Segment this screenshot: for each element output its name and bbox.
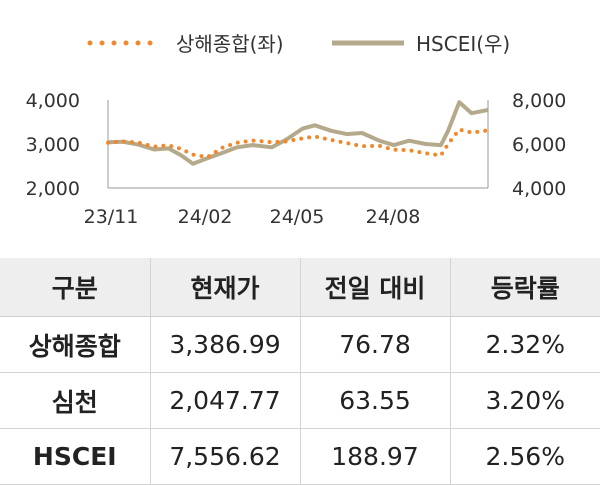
- left-tick-label: 3,000: [26, 134, 80, 156]
- series-layer: [106, 100, 490, 166]
- table-header-row: 구분 현재가 전일 대비 등락률: [0, 258, 600, 317]
- right-tick-label: 4,000: [512, 178, 566, 200]
- series-line-shanghai: [106, 127, 490, 160]
- row-name: 심천: [0, 372, 150, 429]
- x-tick-label: 24/08: [366, 206, 421, 228]
- row-name: HSCEI: [0, 428, 150, 485]
- row-price: 7,556.62: [149, 428, 300, 485]
- index-table: 구분 현재가 전일 대비 등락률 상해종합 3,386.99 76.78 2.3…: [0, 258, 600, 485]
- header-category: 구분: [0, 258, 150, 317]
- x-axis-ticks: 23/11 24/02 24/05 24/08: [84, 206, 421, 228]
- row-change: 63.55: [299, 372, 450, 429]
- row-rate: 2.56%: [449, 428, 600, 485]
- table-row: 상해종합 3,386.99 76.78 2.32%: [0, 316, 600, 373]
- left-axis-ticks: 4,000 3,000 2,000: [26, 90, 80, 200]
- table-row: 심천 2,047.77 63.55 3.20%: [0, 372, 600, 429]
- header-change: 전일 대비: [299, 258, 450, 317]
- left-tick-label: 4,000: [26, 90, 80, 112]
- x-tick-label: 24/02: [178, 206, 233, 228]
- header-price: 현재가: [149, 258, 300, 317]
- index-line-chart: 상해종합(좌) HSCEI(우) 4,000 3,000 2,000 8,000…: [26, 32, 567, 228]
- table-row: HSCEI 7,556.62 188.97 2.56%: [0, 428, 600, 485]
- x-tick-label: 24/05: [270, 206, 325, 228]
- right-axis-ticks: 8,000 6,000 4,000: [512, 90, 566, 200]
- legend-label-shanghai: 상해종합(좌): [176, 32, 284, 56]
- legend: 상해종합(좌) HSCEI(우): [87, 32, 510, 56]
- row-price: 2,047.77: [149, 372, 300, 429]
- row-rate: 2.32%: [449, 316, 600, 373]
- left-tick-label: 2,000: [26, 178, 80, 200]
- right-tick-label: 6,000: [512, 134, 566, 156]
- legend-label-hscei: HSCEI(우): [416, 32, 510, 56]
- row-change: 188.97: [299, 428, 450, 485]
- x-tick-label: 23/11: [84, 206, 139, 228]
- row-price: 3,386.99: [149, 316, 300, 373]
- row-name: 상해종합: [0, 316, 150, 373]
- series-line-hscei: [107, 100, 489, 166]
- row-rate: 3.20%: [449, 372, 600, 429]
- header-rate: 등락률: [449, 258, 600, 317]
- right-tick-label: 8,000: [512, 90, 566, 112]
- row-change: 76.78: [299, 316, 450, 373]
